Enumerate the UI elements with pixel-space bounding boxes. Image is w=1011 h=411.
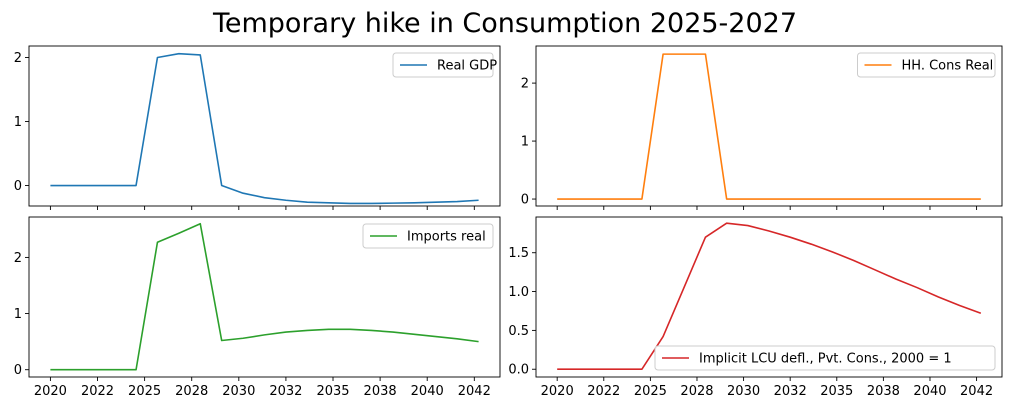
y-tick-label: 1	[521, 135, 529, 150]
y-tick-label: 1.5	[508, 246, 529, 261]
chart-title: Temporary hike in Consumption 2025-2027	[212, 8, 797, 39]
y-tick-label: 0	[521, 193, 529, 208]
legend-box	[857, 52, 996, 78]
legend: HH. Cons Real	[857, 52, 996, 78]
y-tick-label: 2	[14, 251, 22, 266]
x-tick-label: 2035	[820, 384, 853, 399]
series-line	[50, 222, 479, 371]
legend-label: Imports real	[407, 230, 486, 245]
x-tick-label: 2042	[458, 384, 491, 399]
subplot-1: 0 1 2 Real GDP	[14, 45, 501, 210]
subplot-3: 2020 2022 2025 2028 2030 2032 2035 2038 2040 2042…	[14, 216, 501, 399]
x-tick-label: 2042	[960, 384, 993, 399]
x-tick-label: 2028	[680, 384, 713, 399]
x-tick-label: 2022	[81, 384, 114, 399]
legend-label: Implicit LCU defl., Pvt. Cons., 2000 = 1	[699, 352, 952, 367]
x-tick-label: 2038	[364, 384, 397, 399]
x-tick-label: 2040	[913, 384, 946, 399]
series-line	[50, 52, 479, 205]
y-tick-label: 0.5	[508, 324, 529, 339]
x-tick-label: 2038	[867, 384, 900, 399]
x-tick-label: 2028	[175, 384, 208, 399]
legend: Implicit LCU defl., Pvt. Cons., 2000 = 1	[654, 345, 996, 371]
y-tick-label: 1	[14, 307, 22, 322]
subplot-2: 0 1 2 HH. Cons Real	[521, 45, 1003, 210]
x-tick-label: 2020	[34, 384, 67, 399]
legend: Real GDP	[392, 52, 497, 78]
x-tick-label: 2022	[587, 384, 620, 399]
legend-box	[654, 345, 996, 371]
legend-label: HH. Cons Real	[902, 59, 994, 74]
x-tick-label: 2025	[634, 384, 667, 399]
series-line	[557, 222, 982, 371]
x-tick-label: 2020	[541, 384, 574, 399]
x-tick-label: 2040	[411, 384, 444, 399]
y-tick-label: 1.0	[508, 285, 529, 300]
legend: Imports real	[362, 223, 494, 249]
y-tick-label: 1	[14, 115, 22, 130]
subplot-4: 2020 2022 2025 2028 2030 2032 2035 2038 2040 2042…	[508, 216, 1003, 399]
y-tick-label: 0.0	[508, 363, 529, 378]
legend-label: Real GDP	[437, 59, 497, 74]
x-tick-label: 2032	[774, 384, 807, 399]
y-tick-label: 0	[14, 363, 22, 378]
x-tick-label: 2032	[269, 384, 302, 399]
x-tick-label: 2030	[727, 384, 760, 399]
x-tick-label: 2030	[222, 384, 255, 399]
legend-box	[392, 52, 494, 78]
x-tick-label: 2035	[316, 384, 349, 399]
y-tick-label: 0	[14, 179, 22, 194]
series-line	[557, 53, 981, 200]
y-tick-label: 2	[521, 77, 529, 92]
x-tick-label: 2025	[128, 384, 161, 399]
y-tick-label: 2	[14, 51, 22, 66]
legend-box	[362, 223, 494, 249]
